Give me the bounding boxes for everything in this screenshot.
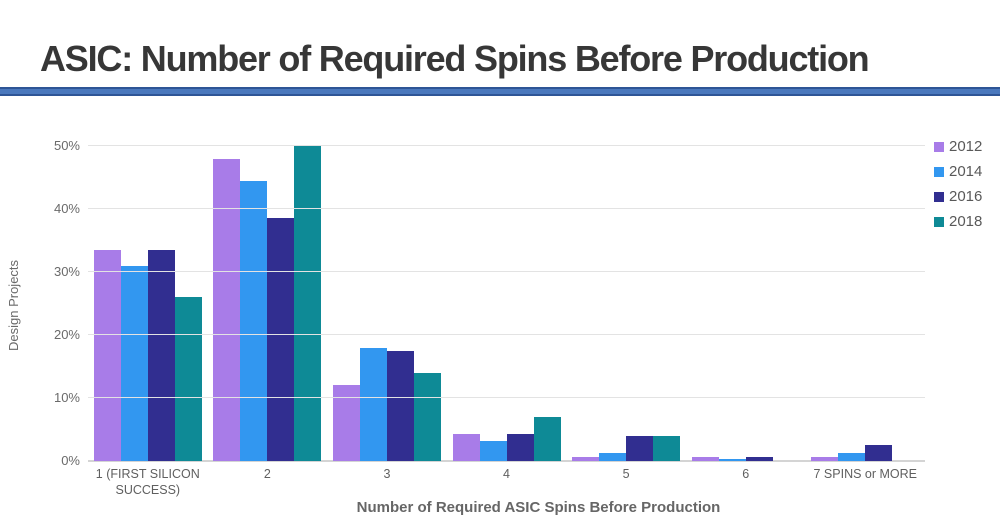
bar-2012-cat6 (691, 457, 719, 461)
x-tick-label-1: 1 (FIRST SILICON SUCCESS) (95, 467, 200, 497)
legend-label-2018: 2018 (949, 213, 983, 230)
bar-2012-cat7 (811, 457, 839, 461)
bar-2012-cat4 (452, 433, 480, 461)
bar-2014-cat4 (479, 440, 507, 461)
legend-marker-2016 (934, 191, 944, 202)
y-tick-label-20: 20% (53, 327, 80, 342)
bar-group-5 (566, 146, 686, 461)
bar-2014-cat6 (718, 459, 746, 461)
x-tick-label-5: 5 (622, 467, 630, 481)
bar-2014-cat2 (240, 180, 268, 461)
x-axis-title: Number of Required ASIC Spins Before Pro… (356, 499, 721, 516)
y-tick-label-0: 0% (61, 453, 80, 468)
legend-item-2016: 2016 (934, 189, 982, 204)
bar-group-6 (686, 146, 806, 461)
legend-item-2018: 2018 (934, 214, 982, 229)
y-tick-label-40: 40% (53, 201, 80, 216)
bar-2012-cat2 (213, 158, 241, 461)
bar-2016-cat5 (626, 435, 654, 461)
y-tick-label-30: 30% (53, 264, 80, 279)
bar-2018-cat4 (533, 416, 561, 461)
bar-2014-cat3 (359, 347, 387, 461)
legend-label-2016: 2016 (949, 188, 983, 205)
y-tick-label-10: 10% (53, 390, 80, 405)
bar-group-1 (88, 146, 208, 461)
bar-2016-cat6 (745, 457, 773, 461)
bar-2018-cat1 (174, 297, 202, 461)
x-tick-label-2: 2 (263, 467, 271, 481)
legend: 2012 2014 2016 2018 (934, 139, 982, 229)
legend-item-2012: 2012 (934, 139, 982, 154)
bar-2012-cat3 (332, 385, 360, 461)
bar-2016-cat1 (147, 249, 175, 461)
y-axis-ticks: 0% 10% 20% 30% 40% 50% (0, 138, 80, 468)
bar-group-4 (447, 146, 567, 461)
bar-group-2 (208, 146, 328, 461)
legend-item-2014: 2014 (934, 164, 982, 179)
legend-marker-2012 (934, 141, 944, 152)
bar-2016-cat2 (267, 218, 295, 461)
gridline-20 (88, 334, 925, 335)
gridline-50 (88, 145, 925, 146)
bar-2012-cat1 (93, 249, 121, 461)
bar-2016-cat4 (506, 433, 534, 461)
bar-group-7 (805, 146, 925, 461)
legend-label-2012: 2012 (949, 138, 983, 155)
x-tick-label-3: 3 (383, 467, 391, 481)
legend-marker-2014 (934, 166, 944, 177)
x-tick-label-4: 4 (503, 467, 510, 481)
bar-group-3 (327, 146, 447, 461)
bar-groups (88, 146, 925, 461)
bar-2016-cat7 (865, 445, 893, 461)
bar-2018-cat5 (653, 435, 681, 461)
gridline-30 (88, 271, 925, 272)
bar-2014-cat1 (120, 265, 148, 461)
x-axis-line (88, 460, 925, 462)
gridline-40 (88, 208, 925, 209)
title-divider-rule (0, 87, 1000, 96)
plot-area (88, 145, 925, 462)
bar-2012-cat5 (572, 456, 600, 461)
bar-2014-cat7 (838, 453, 866, 461)
bar-2016-cat3 (386, 350, 414, 461)
bar-2014-cat5 (599, 453, 627, 461)
legend-marker-2018 (934, 216, 944, 227)
page-title: ASIC: Number of Required Spins Before Pr… (40, 38, 870, 79)
x-axis-ticks: 1 (FIRST SILICON SUCCESS) 2 3 4 5 6 7 SPINS or… (88, 467, 925, 498)
gridline-10 (88, 397, 925, 398)
x-tick-label-6: 6 (742, 467, 750, 481)
y-tick-label-50: 50% (53, 138, 80, 153)
legend-label-2014: 2014 (949, 163, 983, 180)
bar-2018-cat2 (294, 146, 322, 461)
x-tick-label-7: 7 SPINS or MORE (813, 467, 918, 481)
bar-2018-cat3 (413, 372, 441, 461)
